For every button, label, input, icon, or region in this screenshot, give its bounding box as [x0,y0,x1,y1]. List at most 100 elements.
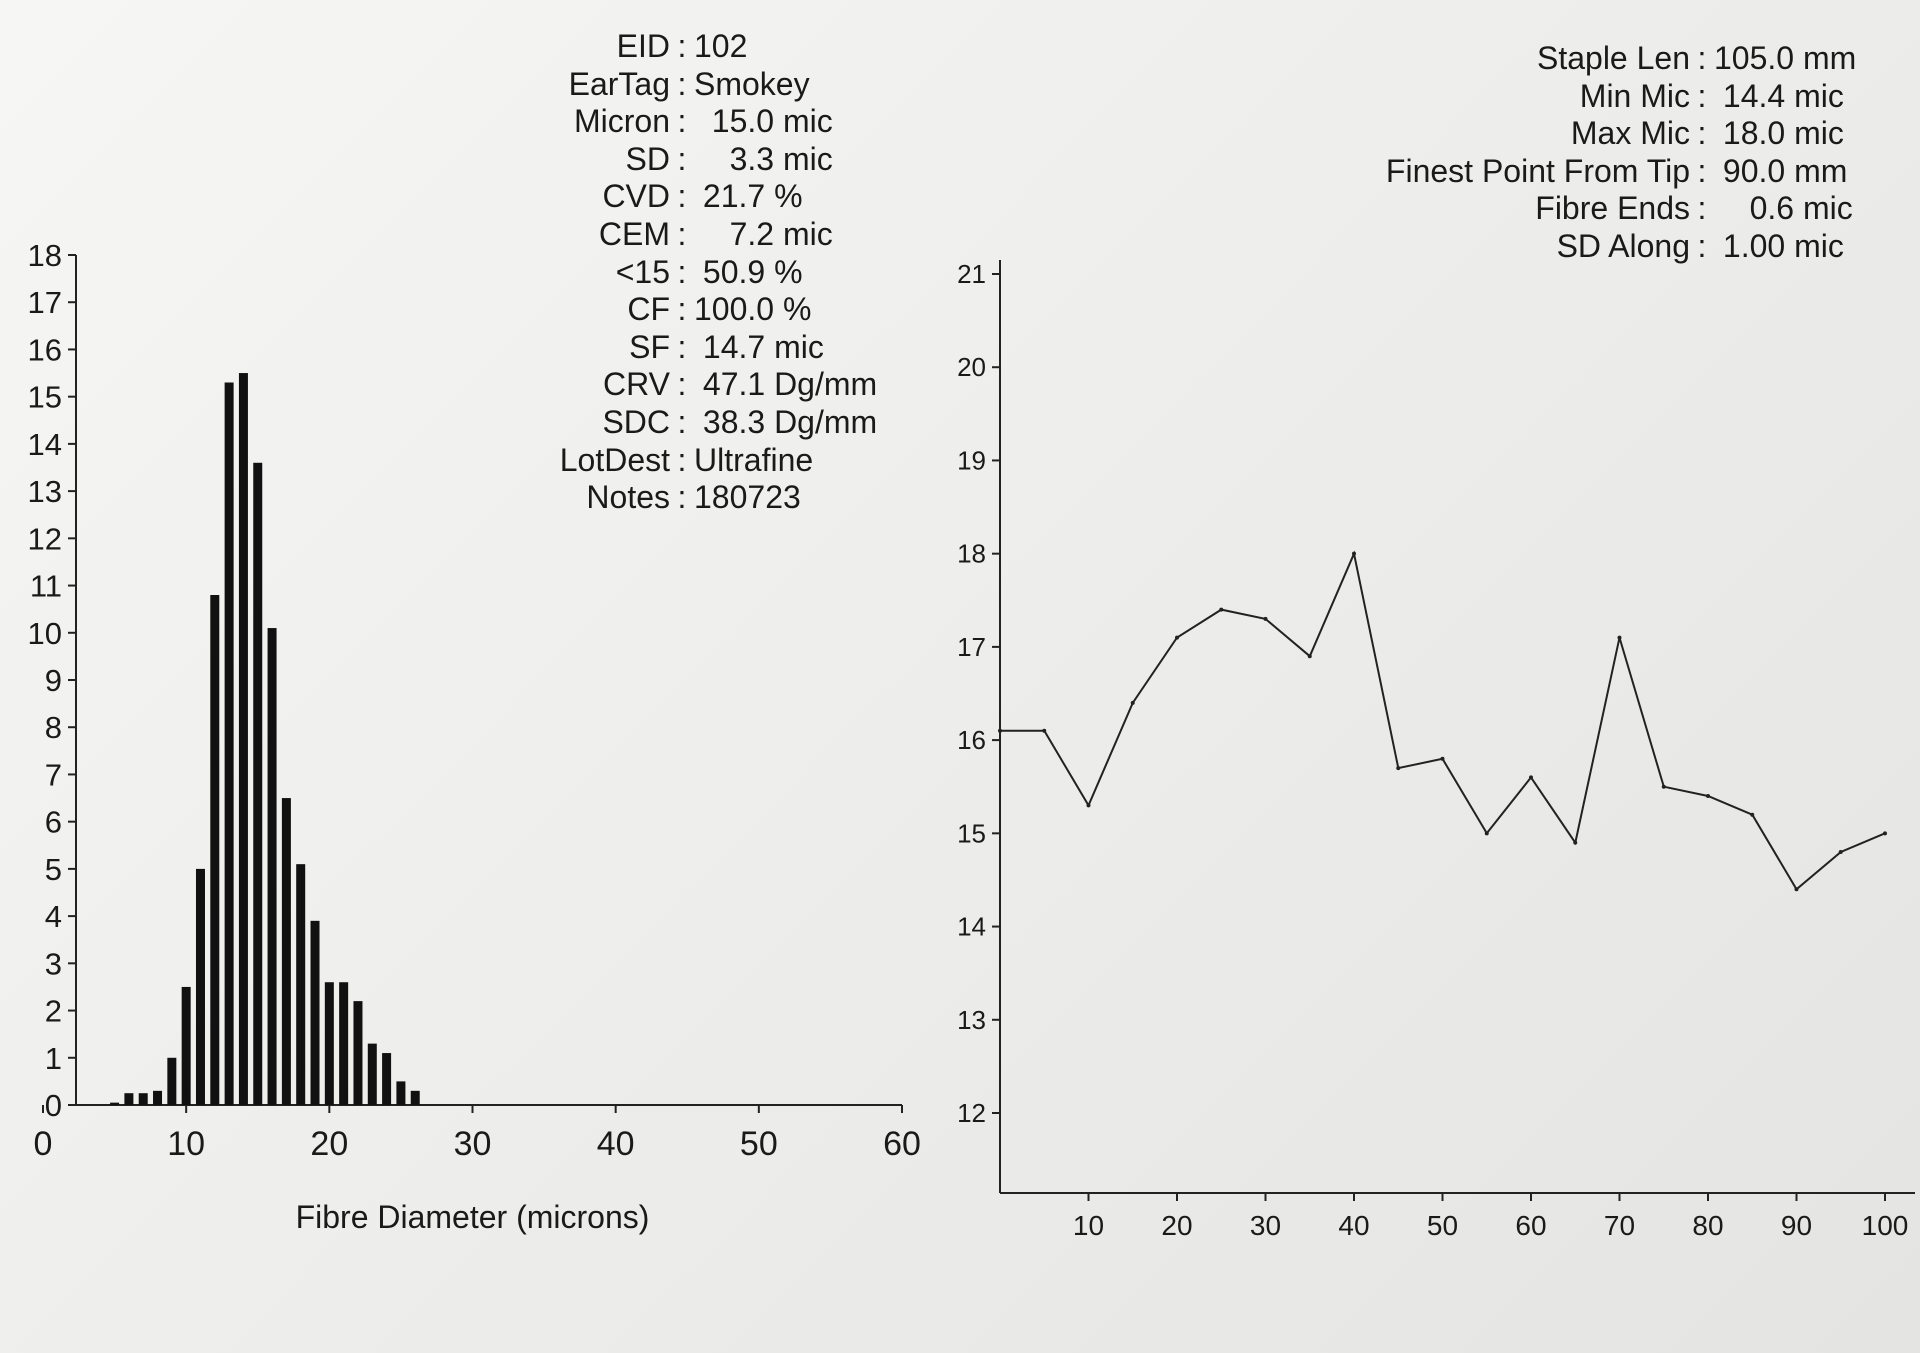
line-point [1617,635,1622,640]
summary-stat-value: 21.7 % [694,178,803,215]
profile-stat-separator: : [1697,227,1707,264]
profile-stat-label: Staple Len [1536,40,1690,76]
profile-stat-row: Finest Point From Tip: 90.0 mm [1330,153,1874,191]
hist-x-tick-label: 50 [740,1125,778,1163]
summary-stat-separator: : [677,103,687,140]
line-point [1130,700,1135,705]
line-point [1042,728,1047,733]
staple-profile-line-chart: 12 13 14 15 16 17 18 19 20 21 10 20 30 40 50 60 70 80 90 10… [957,259,1915,1241]
line-y-tick-label: 21 [957,259,986,289]
hist-y-tick-label: 13 [28,474,62,509]
summary-stat-label: CEM [598,215,670,252]
hist-x-tick-label: 0 [34,1125,53,1163]
line-point [1263,616,1268,621]
hist-bar [224,382,234,1105]
line-x-tick-label: 30 [1250,1210,1281,1241]
summary-stat-separator: : [677,479,687,516]
hist-bar [195,868,205,1105]
hist-bar [396,1081,406,1105]
summary-stat-row: <15: 50.9 % [500,254,924,292]
hist-y-tick-label: 2 [45,994,62,1029]
line-point [1352,551,1356,556]
line-series [1000,550,1886,891]
hist-y-tick-label: 8 [45,710,62,745]
profile-stat-value: 1.00 mic [1714,227,1844,264]
profile-stat-separator: : [1697,115,1707,152]
line-x-tick-label: 10 [1073,1210,1104,1241]
line-point [1219,607,1224,612]
summary-stat-row: EarTag: Smokey [500,66,924,104]
line-y-tick-label: 13 [957,1005,986,1035]
hist-bar [382,1053,392,1105]
hist-x-tick-label: 60 [883,1125,921,1163]
summary-stat-label: SF [629,328,670,365]
line-y-tick-label: 12 [957,1098,986,1128]
profile-stat-separator: : [1697,152,1707,189]
profile-stat-row: Fibre Ends: 0.6 mic [1330,190,1874,228]
line-point [1440,756,1445,761]
summary-stat-value: 38.3 Dg/mm [694,403,878,440]
profile-stat-value: 0.6 mic [1714,190,1853,227]
hist-bar [367,1043,377,1105]
line-point [1396,766,1401,771]
profile-stat-separator: : [1697,190,1707,227]
hist-y-tick-label: 14 [28,427,62,462]
line-x-tick-label: 90 [1781,1210,1812,1241]
summary-stat-row: Micron: 15.0 mic [500,103,924,141]
summary-stat-label: CF [627,291,670,328]
summary-stat-label: SDC [602,403,670,440]
summary-stat-separator: : [677,28,687,64]
line-x-tick-label: 50 [1427,1210,1458,1241]
summary-stat-value: Ultrafine [694,441,814,478]
summary-stat-row: CRV: 47.1 Dg/mm [500,366,924,404]
hist-bar [210,595,220,1105]
hist-y-tick-label: 18 [28,238,62,273]
summary-stat-separator: : [677,328,687,365]
hist-y-tick-label: 7 [45,757,62,792]
summary-stat-value: 100.0 % [694,291,812,328]
profile-stat-label: Finest Point From Tip [1385,152,1690,189]
line-x-tick-label: 80 [1692,1210,1723,1241]
hist-bar [296,864,306,1105]
line-y-tick-label: 19 [957,445,986,475]
profile-stat-separator: : [1697,40,1707,76]
summary-stat-row: LotDest: Ultrafine [500,442,924,480]
hist-bar [124,1093,134,1105]
summary-stat-separator: : [677,403,687,440]
hist-bar [339,982,349,1105]
line-point [1794,887,1799,892]
hist-bar [410,1090,420,1105]
profile-stat-label: Max Mic [1570,115,1690,152]
summary-stat-separator: : [677,215,687,252]
summary-stat-label: <15 [615,253,670,290]
hist-y-tick-label: 15 [28,380,62,415]
summary-stat-separator: : [677,178,687,215]
profile-stat-label: Min Mic [1579,77,1690,114]
profile-stat-separator: : [1697,77,1707,114]
summary-stat-value: 7.2 mic [694,215,833,252]
hist-y-tick-label: 9 [45,663,62,698]
hist-bar [324,982,334,1105]
line-x-tick-label: 40 [1338,1210,1369,1241]
profile-stat-row: Max Mic: 18.0 mic [1330,115,1874,153]
profile-stat-row: Staple Len:105.0 mm [1330,40,1874,78]
summary-stat-separator: : [677,291,687,328]
hist-bar [138,1093,148,1105]
summary-stat-value: 102 [694,28,748,64]
hist-x-tick-label: 10 [167,1125,205,1163]
summary-stat-row: EID:102 [500,28,924,66]
summary-stat-row: Notes:180723 [500,479,924,517]
summary-stat-value: 15.0 mic [694,103,833,140]
summary-stat-row: SDC: 38.3 Dg/mm [500,404,924,442]
line-x-tick-label: 70 [1604,1210,1635,1241]
summary-stat-value: 50.9 % [694,253,803,290]
summary-stat-separator: : [677,366,687,403]
summary-stat-row: CF:100.0 % [500,291,924,329]
hist-y-tick-label: 1 [45,1041,62,1076]
summary-stat-label: CRV [603,366,670,403]
summary-stat-label: SD [625,140,670,177]
sample-summary-panel: EID:102 EarTag: Smokey Micron: 15.0 mic SD: … [500,28,924,517]
summary-stat-label: EID [616,28,670,64]
